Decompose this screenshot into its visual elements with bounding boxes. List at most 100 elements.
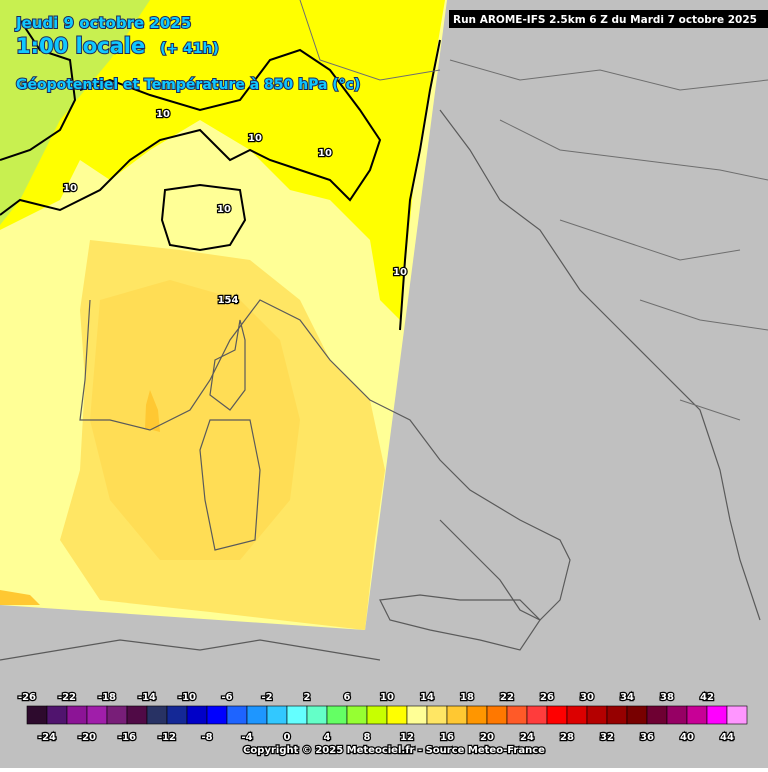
legend-box — [726, 705, 748, 725]
legend-box — [546, 705, 568, 725]
contour-label: 10 — [318, 148, 332, 159]
contour-label: 154 — [218, 295, 239, 306]
warm-spot — [145, 390, 160, 432]
legend-box — [266, 705, 288, 725]
legend-label: 32 — [600, 732, 614, 743]
legend-box — [566, 705, 588, 725]
contour — [399, 39, 441, 331]
legend-label: -26 — [18, 692, 36, 703]
legend-box — [126, 705, 148, 725]
legend-box — [666, 705, 688, 725]
border — [299, 0, 768, 421]
legend-label: 10 — [380, 692, 394, 703]
legend-label: 20 — [480, 732, 494, 743]
legend-box — [506, 705, 528, 725]
cold-area — [0, 0, 150, 225]
contour-label: 10 — [63, 183, 77, 194]
legend-box — [466, 705, 488, 725]
legend-box — [326, 705, 348, 725]
color-legend: -26 -22 -18 -14 -10 -6 -2 2 6 10 14 18 22 26 30 34 38 42-… — [17, 691, 748, 744]
legend-box — [246, 705, 268, 725]
legend-label: -10 — [178, 692, 196, 703]
run: Run AROME-IFS 2.5km 6 Z du Mardi 7 octob… — [453, 14, 757, 26]
legend-label: 18 — [460, 692, 474, 703]
legend-box — [146, 705, 168, 725]
legend-box — [646, 705, 668, 725]
legend-box — [386, 705, 408, 725]
legend-box — [346, 705, 368, 725]
legend-label: -24 — [38, 732, 56, 743]
contour-label: 10 — [393, 267, 407, 278]
legend-box — [66, 705, 88, 725]
legend-box — [106, 705, 128, 725]
legend-box — [286, 705, 308, 725]
legend-label: 14 — [420, 692, 434, 703]
legend-label: 16 — [440, 732, 454, 743]
legend-box — [86, 705, 108, 725]
legend-box — [446, 705, 468, 725]
legend-box — [226, 705, 248, 725]
warm-spot — [0, 590, 40, 605]
legend-label: 44 — [720, 732, 734, 743]
run-box — [449, 10, 768, 28]
legend-label: 24 — [520, 732, 534, 743]
legend-box — [626, 705, 648, 725]
legend-box — [686, 705, 708, 725]
contour — [0, 48, 382, 216]
legend-label: -22 — [58, 692, 76, 703]
coastline — [79, 299, 571, 621]
sicily — [379, 594, 541, 651]
legend-box — [206, 705, 228, 725]
sardinia — [199, 419, 261, 551]
legend-label: -6 — [221, 692, 232, 703]
legend-label: 22 — [500, 692, 514, 703]
legend-label: 30 — [580, 692, 594, 703]
corsica — [209, 319, 246, 411]
legend-box — [186, 705, 208, 725]
legend-label: 12 — [400, 732, 414, 743]
legend-label: -20 — [78, 732, 96, 743]
copyright: Copyright © 2025 Meteociel.fr - Source M… — [243, 745, 545, 756]
contour — [0, 19, 77, 161]
legend-label: 34 — [620, 692, 634, 703]
warm-core — [90, 280, 300, 560]
legend-label: 38 — [660, 692, 674, 703]
field: Géopotentiel et Température à 850 hPa (°… — [16, 77, 360, 93]
date: Jeudi 9 octobre 2025 — [15, 14, 191, 32]
legend-label: -12 — [158, 732, 176, 743]
legend-label: 40 — [680, 732, 694, 743]
legend-label: -2 — [261, 692, 272, 703]
legend-box — [366, 705, 388, 725]
legend-label: 0 — [284, 732, 291, 743]
legend-label: 8 — [364, 732, 371, 743]
legend-box — [166, 705, 188, 725]
legend-box — [606, 705, 628, 725]
contour-label: 10 — [217, 204, 231, 215]
legend-label: 36 — [640, 732, 654, 743]
legend-box — [526, 705, 548, 725]
legend-box — [706, 705, 728, 725]
contour-label: 10 — [248, 133, 262, 144]
legend-label: -18 — [98, 692, 116, 703]
legend-box — [586, 705, 608, 725]
legend-label: 28 — [560, 732, 574, 743]
legend-box — [426, 705, 448, 725]
legend-label: -8 — [201, 732, 212, 743]
legend-label: 26 — [540, 692, 554, 703]
legend-label: 6 — [344, 692, 351, 703]
time: 1:00 locale — [16, 34, 145, 58]
legend-label: -14 — [138, 692, 156, 703]
legend-box — [26, 705, 48, 725]
legend-label: -16 — [118, 732, 136, 743]
legend-box — [486, 705, 508, 725]
legend-box — [306, 705, 328, 725]
contour-label: 10 — [156, 109, 170, 120]
legend-box — [46, 705, 68, 725]
contour — [160, 183, 247, 252]
legend-box — [406, 705, 428, 725]
legend-label: 2 — [304, 692, 311, 703]
coastline — [439, 109, 761, 621]
legend-label: 42 — [700, 692, 714, 703]
legend-label: 4 — [324, 732, 331, 743]
